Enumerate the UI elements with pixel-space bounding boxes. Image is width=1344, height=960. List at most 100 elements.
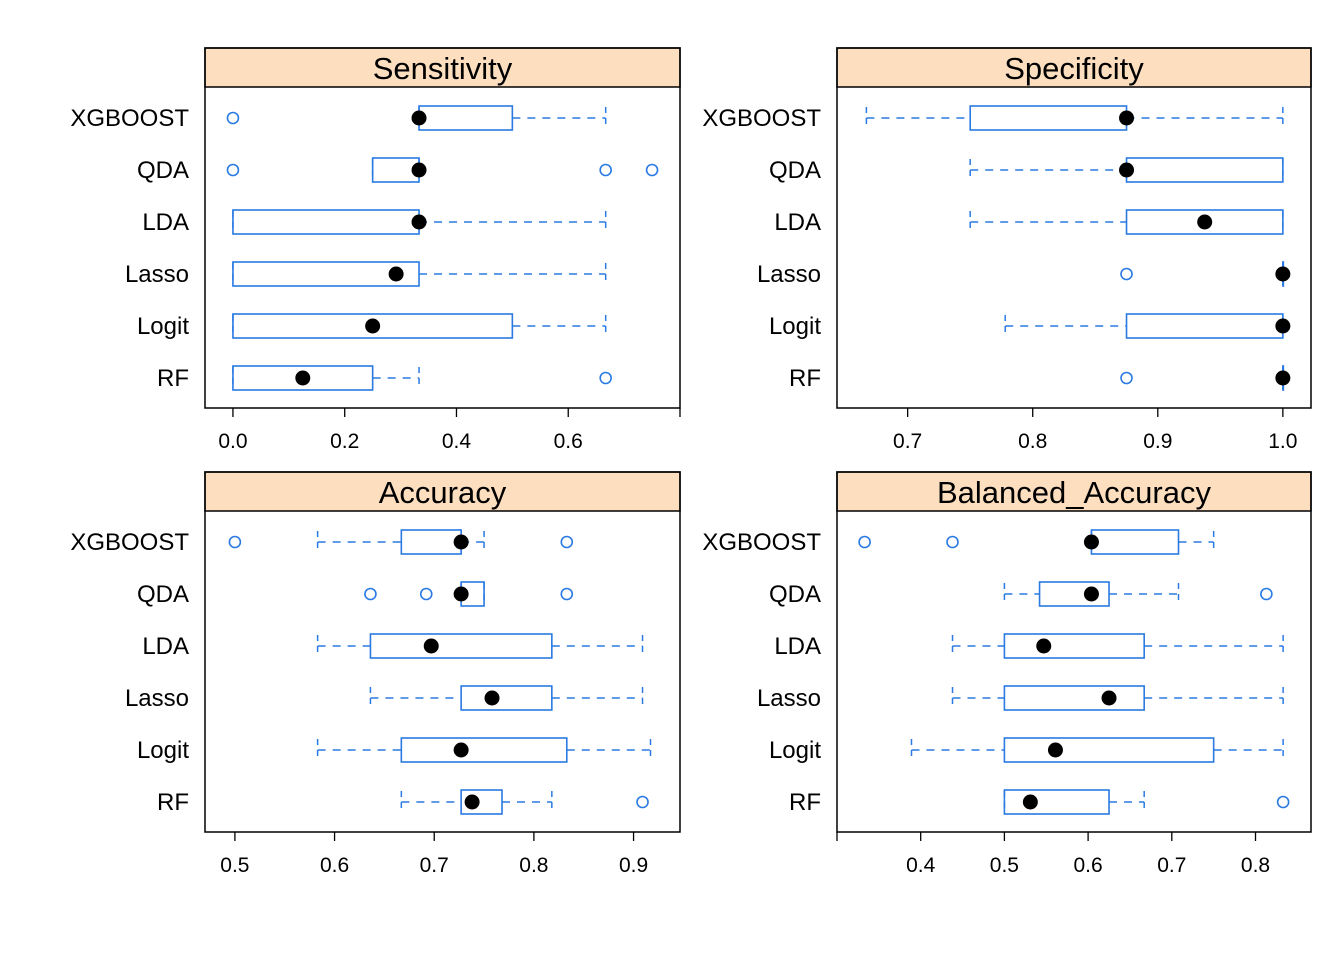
median-dot	[365, 318, 381, 334]
outlier-point	[226, 163, 240, 177]
category-label: QDA	[137, 581, 189, 608]
x-tick-label: 0.4	[906, 854, 936, 877]
box-row-balanced-accuracy-logit: Logit	[769, 737, 1284, 764]
category-label: XGBOOST	[702, 529, 821, 556]
iqr-box	[232, 313, 514, 339]
outlier-point	[1120, 371, 1133, 385]
iqr-box	[232, 261, 420, 287]
x-tick-label: 0.7	[420, 854, 449, 877]
x-tick-label: 0.5	[990, 854, 1019, 877]
median-dot	[1036, 638, 1052, 654]
outlier-point	[946, 535, 959, 549]
iqr-box	[969, 105, 1128, 131]
panel-balanced-accuracy: Balanced_Accuracy XGBOOST QDA LDA Lasso Logit…	[702, 471, 1312, 877]
median-dot	[423, 638, 439, 654]
x-tick-label: 0.6	[554, 430, 583, 453]
x-tick-label: 0.6	[1074, 854, 1103, 877]
category-label: LDA	[142, 633, 189, 660]
median-dot	[453, 586, 469, 602]
box-row-balanced-accuracy-qda: QDA	[769, 581, 1273, 608]
outlier-point	[419, 587, 433, 601]
iqr-box	[369, 633, 553, 659]
category-label: LDA	[774, 633, 821, 660]
median-dot	[453, 534, 469, 550]
category-label: QDA	[769, 581, 821, 608]
box-row-specificity-rf: RF	[789, 365, 1291, 392]
outlier-point	[645, 163, 659, 177]
panel-frame	[836, 47, 1312, 409]
median-dot	[1047, 742, 1063, 758]
iqr-box	[1003, 737, 1215, 763]
box-row-balanced-accuracy-lasso: Lasso	[757, 685, 1284, 712]
strip-accuracy	[204, 471, 681, 512]
median-dot	[1083, 534, 1099, 550]
iqr-box	[1125, 313, 1284, 339]
outlier-point	[858, 535, 871, 549]
box-row-accuracy-logit: Logit	[137, 737, 652, 764]
iqr-box	[1090, 529, 1180, 555]
x-tick-label: 0.5	[220, 854, 249, 877]
category-label: QDA	[769, 157, 821, 184]
panel-frame	[204, 471, 681, 833]
panel-frame	[836, 471, 1312, 833]
category-label: Lasso	[125, 261, 189, 288]
category-label: QDA	[137, 157, 189, 184]
median-dot	[484, 690, 500, 706]
median-dot	[388, 266, 404, 282]
median-dot	[464, 794, 480, 810]
box-row-accuracy-xgboost: XGBOOST	[70, 529, 574, 556]
iqr-box	[232, 365, 374, 391]
box-row-specificity-qda: QDA	[769, 157, 1284, 184]
box-row-sensitivity-qda: QDA	[137, 157, 659, 184]
category-label: Logit	[137, 737, 189, 764]
outlier-point	[226, 111, 240, 125]
category-label: RF	[157, 365, 189, 392]
box-row-specificity-lda: LDA	[774, 209, 1284, 236]
outlier-point	[636, 795, 649, 809]
panel-title: Accuracy	[379, 475, 507, 510]
box-row-sensitivity-lda: LDA	[142, 209, 607, 236]
category-label: RF	[157, 789, 189, 816]
box-row-accuracy-lasso: Lasso	[125, 685, 644, 712]
iqr-box	[1125, 157, 1284, 183]
x-tick-label: 0.8	[1241, 854, 1270, 877]
x-tick-label: 0.9	[619, 854, 648, 877]
box-row-sensitivity-logit: Logit	[137, 313, 607, 340]
box-row-specificity-lasso: Lasso	[757, 261, 1291, 288]
median-dot	[1275, 318, 1291, 334]
category-label: XGBOOST	[70, 529, 189, 556]
outlier-point	[560, 587, 574, 601]
category-label: Logit	[769, 313, 821, 340]
iqr-box	[1003, 685, 1145, 711]
outlier-point	[364, 587, 377, 601]
x-tick-label: 1.0	[1268, 430, 1297, 453]
median-dot	[1022, 794, 1038, 810]
x-tick-label: 0.4	[442, 430, 472, 453]
outlier-point	[599, 163, 612, 177]
outlier-point	[599, 371, 612, 385]
panel-title: Balanced_Accuracy	[937, 475, 1211, 510]
outlier-point	[560, 535, 574, 549]
box-row-balanced-accuracy-lda: LDA	[774, 633, 1284, 660]
category-label: LDA	[142, 209, 189, 236]
category-label: Lasso	[757, 685, 821, 712]
iqr-box	[400, 529, 462, 555]
median-dot	[295, 370, 311, 386]
median-dot	[1197, 214, 1213, 230]
median-dot	[1275, 266, 1291, 282]
box-row-accuracy-qda: QDA	[137, 581, 574, 608]
category-label: Logit	[769, 737, 821, 764]
iqr-box	[1003, 633, 1145, 659]
category-label: RF	[789, 365, 821, 392]
iqr-box	[1038, 581, 1110, 607]
panel-frame	[204, 47, 681, 409]
outlier-point	[228, 535, 242, 549]
box-row-accuracy-rf: RF	[157, 789, 649, 816]
box-row-specificity-logit: Logit	[769, 313, 1291, 340]
outlier-point	[1120, 267, 1133, 281]
iqr-box	[460, 789, 503, 815]
box-row-balanced-accuracy-rf: RF	[789, 789, 1290, 816]
median-dot	[1275, 370, 1291, 386]
